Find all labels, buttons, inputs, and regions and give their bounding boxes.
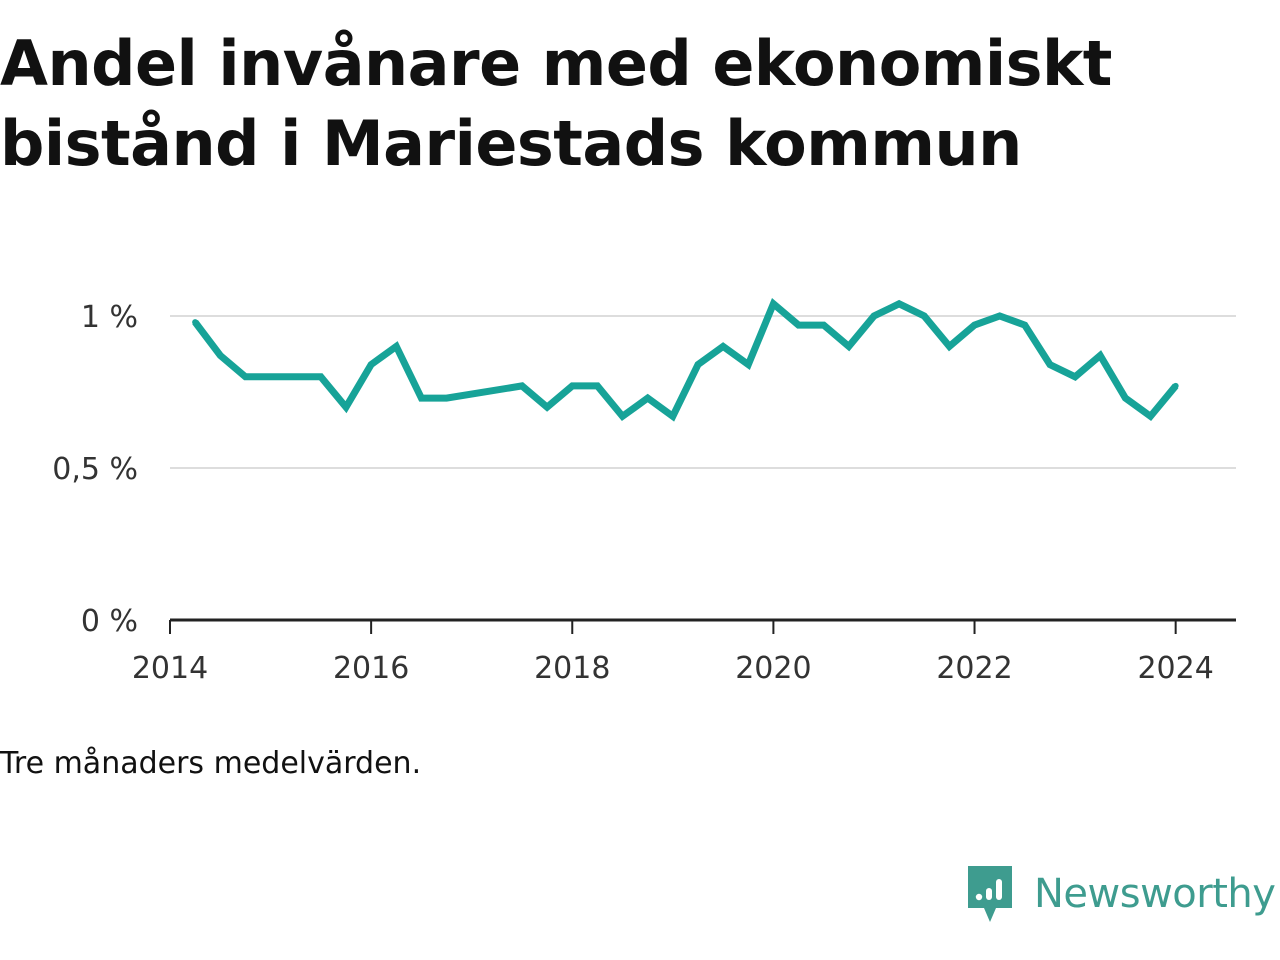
x-tick-label: 2018 (534, 651, 610, 686)
data-point (971, 322, 978, 329)
data-point (594, 382, 601, 389)
data-point (1172, 382, 1179, 389)
data-point (317, 373, 324, 380)
data-point (745, 361, 752, 368)
x-tick-label: 2024 (1137, 651, 1213, 686)
data-point (694, 361, 701, 368)
data-point (544, 404, 551, 411)
x-axis: 2014 2016 2018 2020 2022 2024 (132, 618, 1236, 686)
data-point (242, 373, 249, 380)
data-point (368, 361, 375, 368)
data-point (644, 395, 651, 402)
bar-chart-speech-bubble-icon (968, 866, 1012, 922)
data-point (921, 313, 928, 319)
data-point (267, 373, 274, 380)
x-tick-label: 2014 (132, 651, 208, 686)
data-point (443, 395, 450, 402)
y-tick-label: 0 % (81, 604, 138, 639)
data-point (996, 313, 1003, 319)
y-tick-label: 0,5 % (52, 452, 138, 487)
data-point (1097, 352, 1104, 359)
data-point (669, 413, 676, 420)
newsworthy-logo[interactable]: Newsworthy (964, 862, 1276, 926)
x-tick-label: 2016 (333, 651, 409, 686)
data-point (1021, 322, 1028, 329)
chart-title: Andel invånare med ekonomiskt bistånd i … (0, 27, 1112, 180)
series-layer (192, 298, 1179, 422)
data-point (418, 395, 425, 402)
brand-name: Newsworthy (1034, 871, 1276, 917)
data-point (870, 313, 877, 319)
gridlines (170, 315, 1236, 469)
data-point (292, 373, 299, 380)
data-point (795, 322, 802, 329)
y-axis-labels: 0 % 0,5 % 1 % (52, 300, 138, 639)
data-point (1046, 361, 1053, 368)
series-line (192, 298, 1179, 422)
data-point (845, 343, 852, 350)
line-chart: 2014 2016 2018 2020 2022 2024 0 % 0,5 % 1 % (52, 298, 1236, 686)
data-point (393, 343, 400, 350)
data-point (217, 352, 224, 359)
data-point (569, 382, 576, 389)
data-point (1072, 373, 1079, 380)
data-point (1122, 395, 1129, 402)
data-point (518, 382, 525, 389)
x-tick-label: 2020 (735, 651, 811, 686)
data-point (342, 404, 349, 411)
data-point (192, 319, 199, 326)
x-tick-label: 2022 (936, 651, 1012, 686)
data-point (720, 343, 727, 350)
data-point (946, 343, 953, 350)
data-point (619, 413, 626, 420)
data-point (896, 300, 903, 307)
chart-footnote: Tre månaders medelvärden. (0, 746, 422, 781)
data-point (820, 322, 827, 329)
data-point (770, 300, 777, 307)
data-point (1147, 413, 1154, 420)
y-tick-label: 1 % (81, 300, 138, 335)
